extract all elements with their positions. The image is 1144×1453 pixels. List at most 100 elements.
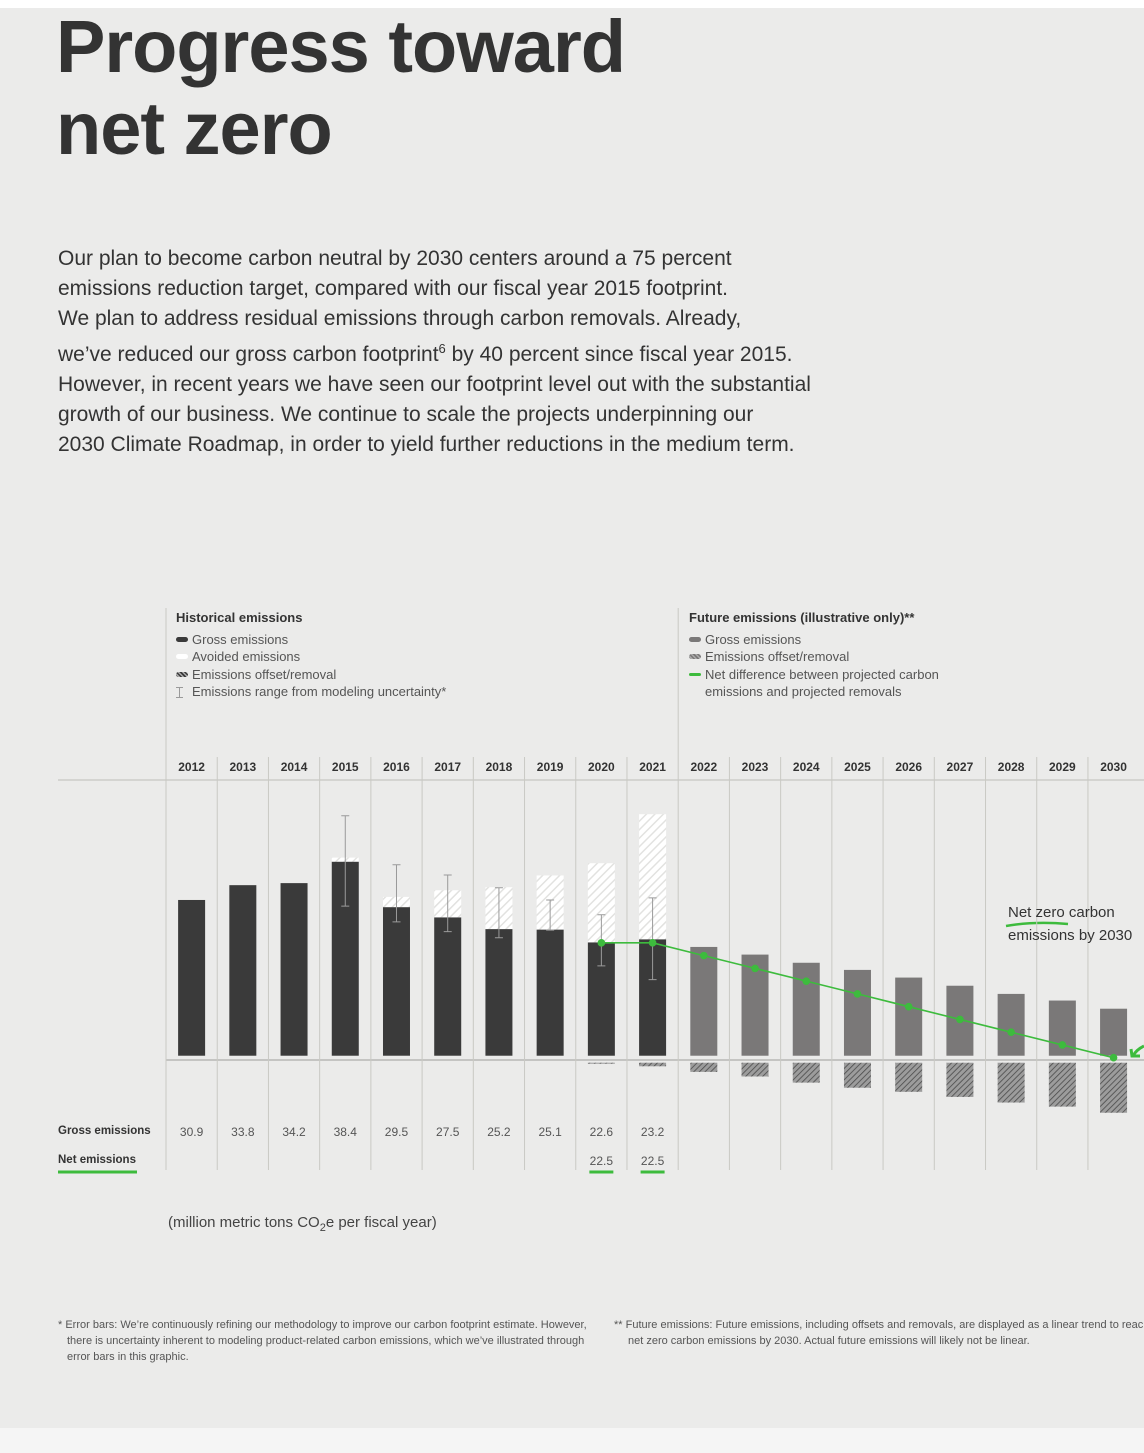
footnote: * Error bars: We’re continuously refinin… [58,1319,587,1363]
legend-item: Net difference between projected carbon … [689,666,979,701]
legend-icon [689,666,705,683]
unit-text: (million metric tons CO [168,1214,320,1231]
bar [690,946,718,1056]
error-bar [443,874,452,933]
gross-value: 25.1 [538,1125,562,1139]
year-label: 2029 [1048,760,1076,774]
legend-swatch [176,654,188,660]
year-label: 2019 [536,760,564,774]
bar [229,885,257,1056]
legend-swatch [176,671,188,677]
year-label: 2027 [946,760,974,774]
removal-bar [946,1062,974,1097]
legend-item: Emissions offset/removal [176,666,506,684]
net-point [1007,1028,1015,1036]
annotation: Net zero carbon emissions by 2030 [1008,904,1133,944]
top-strip [0,0,1144,8]
net-point [648,939,657,947]
legend-icon [176,666,192,683]
legend-title: Future emissions (illustrative only)** [689,610,915,625]
removal-bar [741,1062,769,1077]
net-point [1109,1053,1118,1062]
removal-bar [843,1062,871,1088]
gross-value: 30.9 [179,1125,204,1139]
year-label: 2012 [178,760,205,774]
paragraph: Our plan to become carbon neutral by 203… [58,244,811,460]
gross-value: 27.5 [436,1125,460,1139]
bar [792,962,820,1056]
net-point [802,977,811,985]
legend-label: Emissions offset/removal [705,649,850,665]
net-point [751,964,759,973]
bottom-strip [0,1428,1144,1453]
removal-bar [1100,1062,1128,1113]
bar [280,883,308,1056]
net-point [853,990,862,998]
year-label: 2018 [485,760,513,774]
gross-value: 38.4 [333,1125,357,1139]
error-bar [494,887,503,939]
error-bar [341,815,350,907]
title: Progress toward net zero [56,5,626,170]
legend-item: Emissions range from modeling uncertaint… [176,683,506,701]
year-label: 2015 [331,760,359,774]
paragraph-line: emissions reduction target, compared wit… [58,277,729,300]
net-point [597,939,606,947]
year-label: 2013 [229,760,257,774]
unit-text: e per fiscal year) [325,1214,437,1231]
text: we’ve reduced our gross carbon footprint [58,343,439,366]
legend-icon [176,631,192,648]
legend-swatch [176,636,188,642]
text: by 40 percent since fiscal year 2015. [445,343,793,366]
gross-value: 25.2 [487,1125,511,1139]
error-bar [392,864,401,923]
paragraph-line: However, in recent years we have seen ou… [58,373,811,396]
legend-label: Gross emissions [705,631,802,647]
year-label: 2024 [792,760,820,774]
error-bar [546,899,555,931]
annotation-underline [1005,921,1069,928]
net-point [700,951,708,960]
legend-item: Emissions offset/removal [689,648,979,666]
legend-future: Future emissions (illustrative only)** Gr… [689,609,979,701]
legend-item: Gross emissions [689,631,979,649]
bar [178,899,206,1056]
gross-value: 33.8 [231,1125,255,1139]
year-label: 2028 [997,760,1025,774]
error-bar [648,897,657,981]
legend-icon [689,648,705,665]
year-label: 2026 [895,760,923,774]
removal-bar [1048,1062,1076,1107]
bar [895,977,923,1056]
legend-label: Avoided emissions [192,649,301,665]
year-label: 2022 [690,760,718,774]
year-label: 2025 [844,760,871,774]
row-label: Gross emissions [58,1125,151,1137]
bar [434,917,462,1056]
net-value: 22.5 [589,1154,614,1168]
legend-swatch [689,672,701,676]
footnote-ref: 6 [438,341,446,356]
legend-label: Emissions offset/removal [192,666,337,682]
legend-label: Emissions range from modeling uncertaint… [192,684,447,700]
year-label: 2016 [383,760,410,774]
legend-historical: Historical emissions Gross emissions Avoid… [176,609,506,701]
paragraph-line: growth of our business. We continue to s… [58,403,754,426]
bar [382,907,410,1056]
bar [843,969,871,1056]
legend-swatch [176,687,183,699]
year-label: 2030 [1100,760,1127,774]
legend-icon [176,683,192,700]
removal-bar [792,1062,820,1083]
gross-value: 23.2 [640,1125,665,1139]
removal-bar [639,1062,667,1067]
removal-bar [587,1062,615,1064]
paragraph-line: 2030 Climate Roadmap, in order to yield … [58,433,795,456]
gross-value: 29.5 [384,1125,409,1139]
footnote: ** Future emissions: Future emissions, i… [614,1319,1144,1347]
year-label: 2017 [434,760,462,774]
net-point [956,1015,964,1024]
removal-bar [690,1062,718,1072]
year-label: 2020 [588,760,615,774]
